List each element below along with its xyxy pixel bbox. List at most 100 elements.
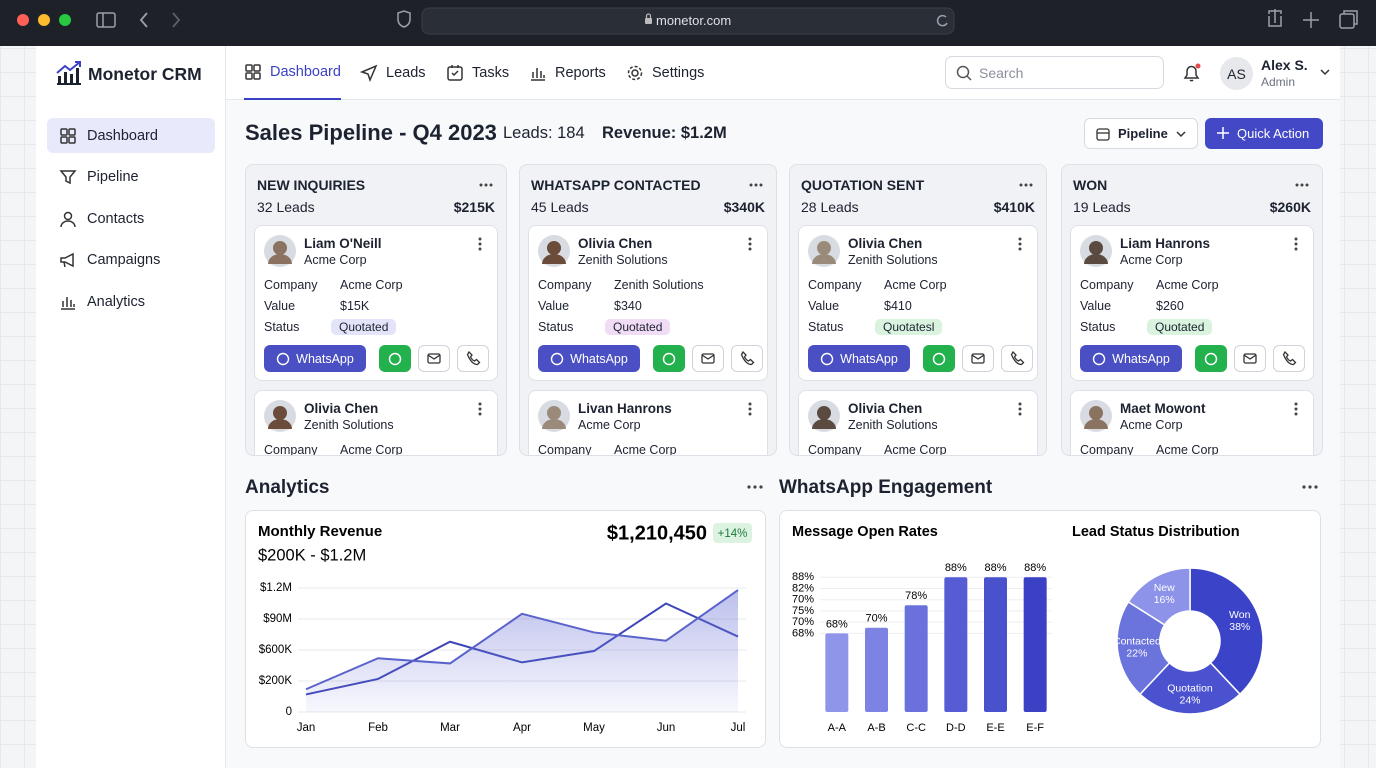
plus-icon <box>1217 127 1229 139</box>
email-button[interactable] <box>1234 345 1266 372</box>
lead-name: Olivia Chen <box>848 401 923 416</box>
whatsapp-icon <box>276 352 290 365</box>
avatar <box>808 235 840 267</box>
more-icon[interactable] <box>747 484 763 490</box>
field-label: Company <box>808 278 862 292</box>
field-label: Value <box>1080 299 1112 313</box>
call-button[interactable] <box>1001 345 1033 372</box>
pipeline-column: NEW INQUIRIES 32 Leads $215K Liam O'Neill Ac… <box>245 164 507 456</box>
nav-label: Tasks <box>472 65 510 81</box>
more-icon[interactable] <box>1302 484 1318 490</box>
email-button[interactable] <box>962 345 994 372</box>
user-avatar[interactable]: AS <box>1220 57 1253 90</box>
more-icon <box>478 237 482 251</box>
sidebar-item[interactable]: Analytics <box>47 284 215 319</box>
more-icon <box>479 183 493 187</box>
chevron <box>1176 131 1186 138</box>
lead-company: Zenith Solutions <box>848 253 938 267</box>
pipeline-filter[interactable]: Pipeline <box>1084 118 1198 149</box>
nav-icon <box>531 68 545 81</box>
search-placeholder: Search <box>979 65 1024 81</box>
sidebar-item[interactable]: Campaigns <box>47 243 215 278</box>
lead-company: Acme Corp <box>578 418 641 432</box>
leads-count: Leads: 184 <box>503 124 585 142</box>
whatsapp-button[interactable]: WhatsApp <box>264 345 366 372</box>
whatsapp-button[interactable]: WhatsApp <box>1080 345 1182 372</box>
filter-icon <box>1096 128 1110 141</box>
sidebar-icon <box>61 296 75 310</box>
call-button[interactable] <box>731 345 763 372</box>
url[interactable]: monetor.com <box>656 13 732 28</box>
field-label: Company <box>1080 443 1134 456</box>
chat-button[interactable] <box>653 345 685 372</box>
pipeline-column: WHATSAPP CONTACTED 45 Leads $340K Olivia Ch… <box>519 164 777 456</box>
quick-action[interactable]: Quick Action <box>1205 118 1323 149</box>
status-badge: Quotated <box>605 319 671 335</box>
avatar <box>264 400 296 432</box>
chat-button[interactable] <box>923 345 955 372</box>
nav-label: Leads <box>386 65 426 81</box>
lead-company: Acme Corp <box>1120 253 1183 267</box>
sidebar: Monetor CRM Dashboard Pipeline Contacts Cam… <box>36 46 226 768</box>
phone-icon <box>1282 351 1296 366</box>
whatsapp-icon <box>820 352 834 365</box>
nav-label: Dashboard <box>270 64 341 80</box>
call-button[interactable] <box>457 345 489 372</box>
nav-item[interactable]: Leads <box>360 46 426 100</box>
nav-item[interactable]: Settings <box>626 46 704 100</box>
avatar <box>1080 400 1112 432</box>
bell-icon[interactable] <box>1181 62 1203 84</box>
sidebar-icon <box>60 252 74 268</box>
revenue-panel <box>245 510 766 748</box>
search-box[interactable]: Search <box>945 56 1164 89</box>
phone-icon <box>466 351 480 366</box>
nav-item[interactable]: Dashboard <box>244 46 341 100</box>
field-value: $15K <box>340 299 370 313</box>
field-label: Status <box>808 320 844 334</box>
engagement-title: WhatsApp Engagement <box>779 477 993 498</box>
sidebar-item[interactable]: Pipeline <box>47 160 215 195</box>
chat-button[interactable] <box>379 345 411 372</box>
whatsapp-button[interactable]: WhatsApp <box>538 345 640 372</box>
sidebar-item[interactable]: Dashboard <box>47 118 215 153</box>
column-total: $215K <box>453 199 495 215</box>
sidebar-icon <box>60 211 76 227</box>
avatar <box>1080 235 1112 267</box>
sidebar-icon <box>59 170 77 185</box>
more-icon <box>1294 402 1298 416</box>
nav-icon <box>447 65 463 81</box>
lead-card: Liam Hanrons Acme Corp Company Acme Corp Val… <box>1070 225 1314 381</box>
call-button[interactable] <box>1273 345 1305 372</box>
more-icon <box>748 237 752 251</box>
column-title: QUOTATION SENT <box>801 177 925 193</box>
status-badge: Quotated <box>331 319 397 335</box>
chevron[interactable] <box>1319 68 1331 78</box>
lead-card: Livan Hanrons Acme Corp Company Acme Corp <box>528 390 768 455</box>
field-value: Acme Corp <box>340 443 403 456</box>
nav-item[interactable]: Reports <box>529 46 606 100</box>
mail-icon <box>427 353 441 364</box>
email-button[interactable] <box>692 345 724 372</box>
nav-icon <box>627 65 643 81</box>
whatsapp-button[interactable]: WhatsApp <box>808 345 910 372</box>
field-label: Status <box>538 320 574 334</box>
lead-name: Liam O'Neill <box>304 236 382 251</box>
email-button[interactable] <box>418 345 450 372</box>
nav-item[interactable]: Tasks <box>446 46 509 100</box>
status-badge: Quotatesl <box>875 319 943 335</box>
sidebar-item[interactable]: Contacts <box>47 201 215 236</box>
brand: Monetor CRM <box>88 64 202 84</box>
chat-button[interactable] <box>1195 345 1227 372</box>
nav-label: Settings <box>652 65 705 81</box>
brand-logo <box>56 61 81 85</box>
avatar <box>808 400 840 432</box>
mail-icon <box>971 353 985 364</box>
whatsapp-label: WhatsApp <box>840 351 898 366</box>
sidebar-icon <box>60 127 76 144</box>
quick-action-label: Quick Action <box>1237 126 1310 141</box>
lead-name: Maet Mowont <box>1120 401 1206 416</box>
field-label: Value <box>808 299 840 313</box>
more-icon <box>749 183 763 187</box>
lead-card: Olivia Chen Zenith Solutions Company Zenith… <box>528 225 768 381</box>
